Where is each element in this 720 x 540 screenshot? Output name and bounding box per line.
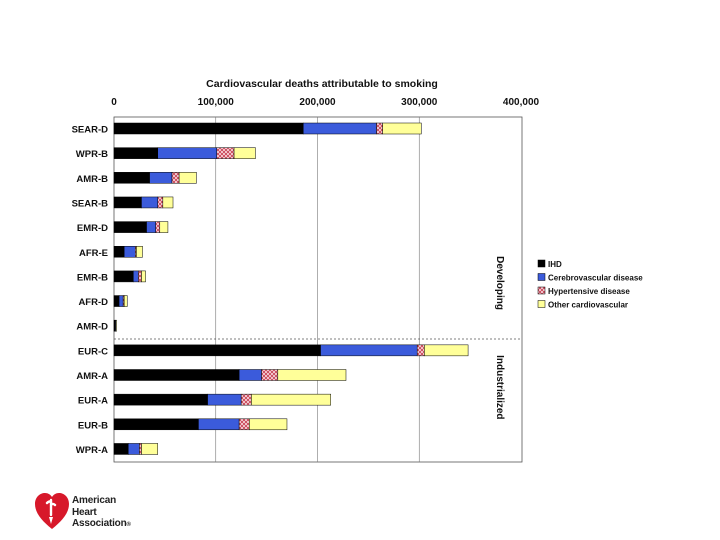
logo-registered-mark: ® <box>126 522 131 528</box>
x-tick-label-4: 400,000 <box>503 97 540 108</box>
bar-amr-b-hypertensive-disease <box>171 172 180 184</box>
bar-amr-b-other-cardiovascular <box>178 172 197 184</box>
bar-amr-a-cerebrovascular-disease <box>238 369 262 381</box>
bar-eur-a-other-cardiovascular <box>251 393 331 406</box>
bar-afr-d-ihd <box>113 295 120 307</box>
x-tick-label-3: 300,000 <box>401 97 438 108</box>
bar-eur-b-cerebrovascular-disease <box>198 418 240 431</box>
bar-wpr-a-ihd <box>113 443 129 455</box>
bar-eur-c-ihd <box>113 344 321 357</box>
category-label-sear-b: SEAR-B <box>72 198 109 209</box>
category-label-amr-a: AMR-A <box>76 371 108 382</box>
bar-wpr-b-cerebrovascular-disease <box>157 147 218 159</box>
category-label-amr-b: AMR-B <box>76 174 108 185</box>
bar-emr-b-hypertensive-disease <box>138 270 142 283</box>
legend-swatch-other-cardiovascular <box>537 300 546 308</box>
bar-wpr-b-ihd <box>113 147 159 159</box>
bar-amr-d-other-cardiovascular <box>115 319 117 332</box>
bar-sear-d-cerebrovascular-disease <box>303 122 377 135</box>
chart-title: Cardiovascular deaths attributable to sm… <box>206 78 438 90</box>
category-label-wpr-b: WPR-B <box>76 149 108 160</box>
category-label-emr-b: EMR-B <box>77 272 108 283</box>
bar-amr-a-other-cardiovascular <box>277 369 347 381</box>
category-label-wpr-a: WPR-A <box>76 445 108 456</box>
bar-amr-b-ihd <box>113 172 150 184</box>
legend-label-cerebrovascular-disease: Cerebrovascular disease <box>548 274 643 283</box>
bar-eur-b-ihd <box>113 418 199 431</box>
x-tick-label-2: 200,000 <box>299 97 336 108</box>
category-label-sear-d: SEAR-D <box>72 125 109 136</box>
legend-swatch-hypertensive-disease <box>537 286 546 295</box>
category-label-eur-a: EUR-A <box>78 396 108 407</box>
logo-line-3: Association <box>72 518 127 529</box>
bar-wpr-b-hypertensive-disease <box>216 147 235 159</box>
bar-eur-a-hypertensive-disease <box>240 393 252 406</box>
bar-afr-e-other-cardiovascular <box>136 246 143 258</box>
bar-wpr-a-other-cardiovascular <box>141 443 159 455</box>
bar-eur-b-hypertensive-disease <box>238 418 250 431</box>
bar-emr-b-other-cardiovascular <box>141 270 146 283</box>
bar-sear-b-other-cardiovascular <box>162 196 174 209</box>
bar-afr-e-cerebrovascular-disease <box>123 246 136 258</box>
legend-swatch-ihd <box>537 259 546 268</box>
bar-emr-d-other-cardiovascular <box>159 221 169 233</box>
bar-emr-b-ihd <box>113 270 134 283</box>
bar-eur-a-cerebrovascular-disease <box>207 393 242 406</box>
bar-amr-a-ihd <box>113 369 240 381</box>
x-tick-label-1: 100,000 <box>198 97 235 108</box>
legend-label-ihd: IHD <box>548 260 562 269</box>
bar-emr-b-cerebrovascular-disease <box>133 270 139 283</box>
heart-torch-icon <box>35 493 69 529</box>
category-label-afr-e: AFR-E <box>79 248 108 259</box>
bar-sear-d-ihd <box>113 122 304 135</box>
bar-afr-d-other-cardiovascular <box>123 295 128 307</box>
bar-eur-b-other-cardiovascular <box>249 418 288 431</box>
bar-emr-d-cerebrovascular-disease <box>146 221 156 233</box>
bar-amr-a-hypertensive-disease <box>261 369 279 381</box>
category-label-afr-d: AFR-D <box>78 297 108 308</box>
bar-eur-a-ihd <box>113 393 208 406</box>
category-label-emr-d: EMR-D <box>77 223 108 234</box>
category-label-eur-b: EUR-B <box>78 420 108 431</box>
category-label-amr-d: AMR-D <box>76 322 108 333</box>
x-tick-label-0: 0 <box>111 97 117 108</box>
bar-sear-b-hypertensive-disease <box>157 196 164 209</box>
legend-label-hypertensive-disease: Hypertensive disease <box>548 287 630 296</box>
bar-afr-e-ihd <box>113 246 125 258</box>
logo-line-2: Heart <box>72 506 97 518</box>
plot-frame <box>113 116 523 463</box>
group-label-industrialized: Industrialized <box>494 355 505 419</box>
bar-sear-d-other-cardiovascular <box>382 122 422 135</box>
bar-emr-d-hypertensive-disease <box>155 221 161 233</box>
bar-sear-d-hypertensive-disease <box>376 122 383 135</box>
legend-swatch-cerebrovascular-disease <box>537 273 546 281</box>
bar-wpr-a-hypertensive-disease <box>139 443 142 455</box>
bar-wpr-b-other-cardiovascular <box>233 147 256 159</box>
bar-afr-d-cerebrovascular-disease <box>118 295 124 307</box>
bar-wpr-a-cerebrovascular-disease <box>127 443 140 455</box>
legend-label-other-cardiovascular: Other cardiovascular <box>548 301 628 310</box>
logo-line-1: American <box>72 495 116 506</box>
category-label-eur-c: EUR-C <box>78 346 108 357</box>
bar-amr-b-cerebrovascular-disease <box>149 172 173 184</box>
bar-emr-d-ihd <box>113 221 147 233</box>
bar-eur-c-other-cardiovascular <box>424 344 469 357</box>
bar-eur-c-cerebrovascular-disease <box>320 344 418 357</box>
bar-eur-c-hypertensive-disease <box>416 344 425 357</box>
aha-logo: American Heart Association® <box>34 491 144 533</box>
bar-sear-b-cerebrovascular-disease <box>141 196 159 209</box>
group-label-developing: Developing <box>494 256 505 310</box>
bar-sear-b-ihd <box>113 196 142 209</box>
